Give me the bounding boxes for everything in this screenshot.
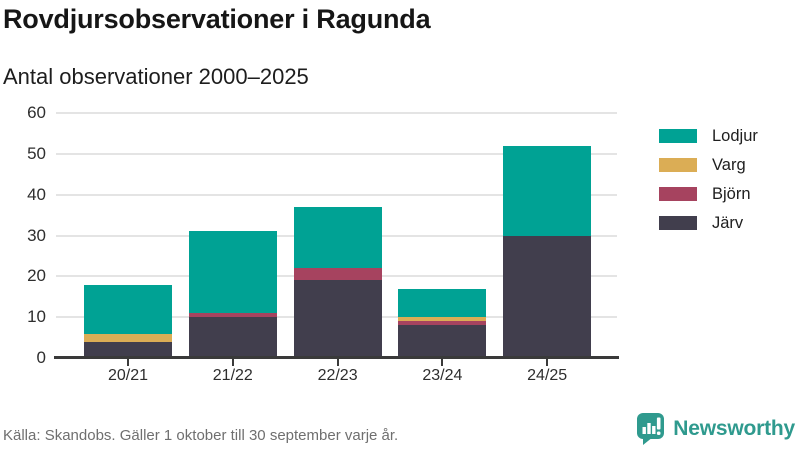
x-axis-tick <box>336 359 339 366</box>
x-axis-label: 23/24 <box>422 367 463 384</box>
bar-segment-lodjur <box>84 284 172 334</box>
y-axis-label: 0 <box>36 348 46 367</box>
bar-22-23 <box>293 206 382 358</box>
legend-label-lodjur: Lodjur <box>712 126 758 145</box>
legend-label-bjorn: Björn <box>712 184 751 203</box>
chart-title: Rovdjursobservationer i Ragunda <box>3 4 431 34</box>
x-axis-label: 24/25 <box>527 367 568 384</box>
legend-label-varg: Varg <box>712 155 746 174</box>
bar-segment-lodjur <box>293 206 382 269</box>
bar-segment-bjorn <box>398 321 487 326</box>
y-axis-label: 60 <box>27 103 46 122</box>
chart-subtitle: Antal observationer 2000–2025 <box>3 64 309 89</box>
bar-segment-varg <box>84 333 172 342</box>
bar-segment-varg <box>398 317 487 322</box>
bar-segment-bjorn <box>293 268 382 281</box>
newsworthy-logo: Newsworthy <box>636 412 795 445</box>
plot-area <box>56 112 617 358</box>
bar-segment-lodjur <box>398 288 487 318</box>
bar-segment-jarv <box>84 341 172 358</box>
legend-item-lodjur: Lodjur <box>659 126 758 145</box>
legend-swatch-jarv <box>659 216 697 230</box>
x-axis-labels: 20/21 21/22 22/23 23/24 24/25 <box>56 367 617 389</box>
bar-segment-bjorn <box>188 313 277 318</box>
x-axis-tick <box>546 359 549 366</box>
brand-name: Newsworthy <box>673 416 795 440</box>
x-axis-label: 22/23 <box>317 367 358 384</box>
bar-21-22 <box>188 231 277 358</box>
gridline-40 <box>56 193 617 196</box>
y-axis-label: 40 <box>27 184 46 204</box>
bar-segment-jarv <box>293 280 382 358</box>
gridline-60 <box>56 112 617 114</box>
bar-segment-jarv <box>503 235 592 358</box>
legend-swatch-varg <box>659 158 697 172</box>
x-axis-label: 20/21 <box>107 367 149 384</box>
x-axis-line <box>54 356 619 359</box>
bar-segment-jarv <box>398 325 487 358</box>
legend-item-bjorn: Björn <box>659 184 758 203</box>
legend-item-jarv: Järv <box>659 213 758 232</box>
y-axis-labels: 0 10 20 30 40 50 60 <box>0 103 46 367</box>
legend-label-jarv: Järv <box>712 213 744 232</box>
x-axis-tick <box>231 359 234 366</box>
legend-swatch-lodjur <box>659 129 697 143</box>
x-axis-label: 21/22 <box>212 367 253 384</box>
bar-segment-lodjur <box>503 145 592 236</box>
legend: Lodjur Varg Björn Järv <box>659 126 758 245</box>
source-note: Källa: Skandobs. Gäller 1 oktober till 3… <box>3 427 399 444</box>
y-axis-label: 30 <box>27 225 46 245</box>
x-axis-tick <box>127 359 129 366</box>
bar-segment-jarv <box>188 317 277 358</box>
gridline-50 <box>56 152 617 155</box>
x-axis-ticks <box>56 359 617 367</box>
legend-item-varg: Varg <box>659 155 758 174</box>
y-axis-label: 10 <box>27 307 46 327</box>
x-axis-tick <box>441 359 444 366</box>
bar-24-25 <box>503 145 592 358</box>
y-axis-label: 50 <box>27 143 46 163</box>
bar-20-21 <box>84 284 172 358</box>
newsworthy-bubble-chart-icon <box>637 413 665 445</box>
bar-23-24 <box>398 288 487 358</box>
legend-swatch-bjorn <box>659 187 697 201</box>
bar-segment-lodjur <box>188 231 277 314</box>
y-axis-label: 20 <box>27 266 46 286</box>
